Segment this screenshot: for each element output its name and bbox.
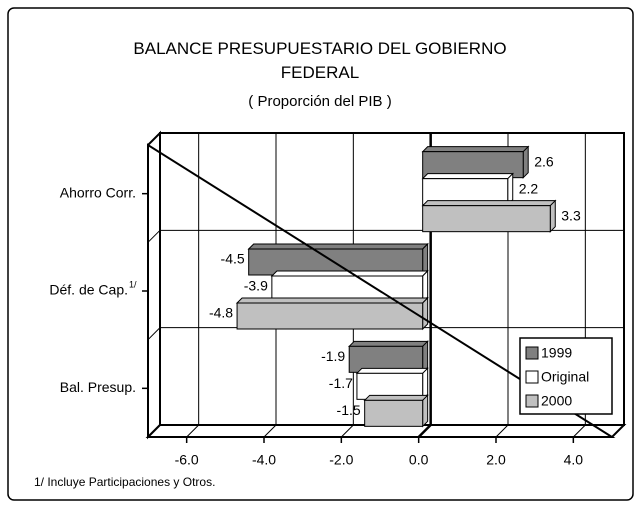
data-label: -1.5 xyxy=(337,402,361,418)
bar-top xyxy=(247,243,429,250)
bar-top xyxy=(421,200,557,207)
front-left-edge xyxy=(147,143,616,438)
bar-top xyxy=(347,340,429,347)
x-tick-label: 4.0 xyxy=(564,452,584,468)
data-label: -3.9 xyxy=(244,278,268,294)
x-tick-label: 0.0 xyxy=(409,452,429,468)
x-tick-label: -2.0 xyxy=(329,452,353,468)
bar xyxy=(236,302,424,330)
legend-label: 2000 xyxy=(541,393,572,409)
data-label: -1.9 xyxy=(321,348,345,364)
bar-side xyxy=(522,145,529,179)
bar-side xyxy=(422,340,429,374)
y-tick-label: Ahorro Corr. xyxy=(60,184,136,200)
data-label: -4.5 xyxy=(221,251,245,267)
bar-top xyxy=(363,394,429,401)
bar-top xyxy=(355,367,429,374)
footnote: 1/ Incluye Participaciones y Otros. xyxy=(34,475,215,489)
bar-side xyxy=(549,199,556,233)
data-label: 2.2 xyxy=(519,180,539,196)
y-tick-label: Déf. de Cap. xyxy=(49,282,128,298)
data-label: -1.7 xyxy=(329,375,353,391)
legend-swatch xyxy=(525,346,539,360)
grid-line xyxy=(263,133,277,438)
bar-side xyxy=(507,172,514,206)
category-superscript: 1/ xyxy=(129,279,137,289)
bar-top xyxy=(421,146,530,153)
bar-side xyxy=(422,242,429,277)
chart-subtitle: ( Proporción del PIB ) xyxy=(248,93,391,110)
bar-side xyxy=(422,394,429,428)
data-label: 3.3 xyxy=(561,207,581,223)
left-wall xyxy=(147,130,161,440)
legend-swatch xyxy=(525,370,539,384)
grid-line xyxy=(572,133,586,438)
band-line xyxy=(147,327,624,341)
x-tick-label: 2.0 xyxy=(486,452,506,468)
x-tick-label: -4.0 xyxy=(252,452,276,468)
bar-side xyxy=(422,296,429,331)
bar-side xyxy=(422,367,429,401)
data-label: 2.6 xyxy=(534,153,554,169)
bar-top xyxy=(421,173,514,180)
y-tick-label: Bal. Presup. xyxy=(60,379,136,395)
bar xyxy=(364,399,424,427)
bar xyxy=(422,205,551,233)
grid-line xyxy=(186,133,200,438)
grid-line xyxy=(340,133,354,438)
legend-swatch xyxy=(525,394,539,408)
legend-label: Original xyxy=(541,369,589,385)
legend-label: 1999 xyxy=(541,345,572,361)
bar-side xyxy=(422,269,429,304)
data-label: -4.8 xyxy=(209,305,233,321)
x-tick-label: -6.0 xyxy=(175,452,199,468)
chart-title: BALANCE PRESUPUESTARIO DEL GOBIERNO FEDER… xyxy=(133,39,506,82)
